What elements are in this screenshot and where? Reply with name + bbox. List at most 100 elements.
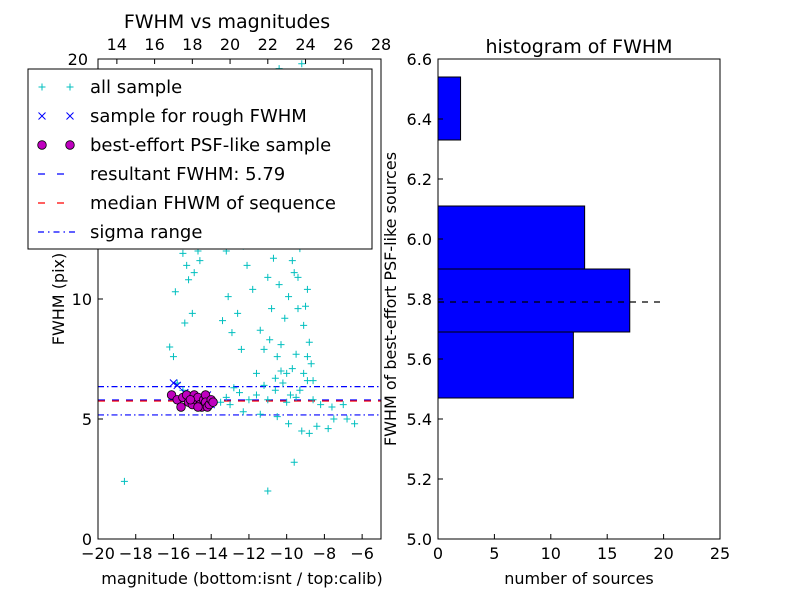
all-sample-point [234,309,242,317]
all-sample-point [217,398,225,406]
left-y-tick-label: 0 [82,530,92,549]
all-sample-point [273,353,281,361]
rough-fwhm-point [173,381,182,390]
all-sample-point [264,273,272,281]
all-sample-point [305,429,313,437]
left-top-tick-label: 16 [144,35,164,54]
all-sample-point [271,374,279,382]
all-sample-point [249,285,257,293]
all-sample-point [273,413,281,421]
all-sample-point [351,420,359,428]
all-sample-point [219,317,227,325]
right-x-tick-label: 5 [489,544,499,563]
all-sample-point [285,420,293,428]
left-x-tick-label: −6 [350,544,374,563]
all-sample-point [294,273,302,281]
legend-item: median FHWM of sequence [38,193,336,214]
all-sample-point [307,360,315,368]
right-x-tick-label: 10 [541,544,561,563]
all-sample-point [281,314,289,322]
right-x-tick-labels: 0 5 10 15 20 25 [433,534,730,563]
best-effort-points [166,390,218,412]
all-sample-point [309,377,317,385]
all-sample-point [188,309,196,317]
all-sample-point [239,408,247,416]
left-ylabel: FWHM (pix) [49,253,68,346]
all-sample-point [226,401,234,409]
best-effort-point [185,395,196,405]
all-sample-point [305,338,313,346]
all-sample-point [181,319,189,327]
legend-label: all sample [90,77,182,98]
histogram-bar [437,331,574,399]
rough-fwhm-point [169,379,178,387]
right-x-tick-label: 20 [653,544,673,563]
left-x-tick-label: −20 [81,544,115,563]
right-x-tick-label: 0 [433,544,443,563]
left-top-tick-label: 20 [220,35,240,54]
all-sample-point [252,391,260,399]
all-sample-point [237,345,245,353]
all-sample-point [277,367,285,375]
left-x-tick-label: −14 [194,544,228,563]
legend-label: median FHWM of sequence [90,193,336,214]
all-sample-point [179,249,187,257]
legend-marker [66,112,74,120]
all-sample-point [298,60,306,68]
all-sample-point [302,302,310,310]
all-sample-point [222,393,230,401]
left-x-tick-label: −18 [119,544,153,563]
left-top-tick-label: 26 [333,35,353,54]
all-sample-point [224,293,232,301]
all-sample-point [328,403,336,411]
histogram-bar [437,268,631,333]
all-sample-point [185,276,193,284]
best-effort-point [208,397,218,407]
right-y-tick-labels: 5.0 5.2 5.4 5.6 5.8 6.0 6.2 6.4 6.6 [407,50,443,549]
all-sample-point [285,293,293,301]
all-sample-point [166,343,174,351]
scatter-panel: FWHM vs magnitudes 20 14 16 18 20 22 24 26 28 −… [27,11,391,588]
all-sample-point [169,353,177,361]
legend-item: sigma range [38,222,202,243]
right-x-tick-label: 15 [597,544,617,563]
legend-label: sigma range [90,222,202,243]
left-y-tick-label: 10 [72,290,92,309]
all-sample-point [171,288,179,296]
left-x-tick-label: −10 [270,544,304,563]
all-sample-point [260,381,268,389]
all-sample-point [228,329,236,337]
right-y-tick-label: 5.2 [407,470,432,489]
right-y-tick-label: 6.2 [407,170,432,189]
all-sample-point [283,398,291,406]
right-y-tick-label: 5.4 [407,410,432,429]
all-sample-point [120,477,128,485]
all-sample-point [303,353,311,361]
all-sample-point [313,422,321,430]
left-top-tick-label: 24 [295,35,315,54]
legend-item: all sample [38,77,182,98]
legend-label: best-effort PSF-like sample [90,135,331,156]
legend-item: sample for rough FWHM [38,106,307,127]
right-y-tick-label: 6.6 [407,50,432,69]
all-sample-point [275,281,283,289]
left-title: FWHM vs magnitudes [124,11,330,33]
all-sample-point [300,369,308,377]
all-sample-point [268,305,276,313]
legend-marker [38,112,46,120]
all-sample-point [243,261,251,269]
all-sample-point [66,83,74,91]
right-ylabel: FWHM of best-effort PSF-like sources [381,152,400,446]
legend: all sample sample for rough FWHM best-effo… [27,68,373,250]
all-sample-point [252,369,260,377]
all-sample-point [264,487,272,495]
left-y-tick-labels: 0 5 10 [72,290,103,549]
all-sample-point [324,425,332,433]
all-sample-point [38,83,46,91]
legend-item: best-effort PSF-like sample [37,135,331,156]
left-top-tick-label: 28 [371,35,391,54]
left-top-tick-label: 22 [258,35,278,54]
left-reference-lines [98,386,381,416]
right-xlabel: number of sources [504,569,654,588]
